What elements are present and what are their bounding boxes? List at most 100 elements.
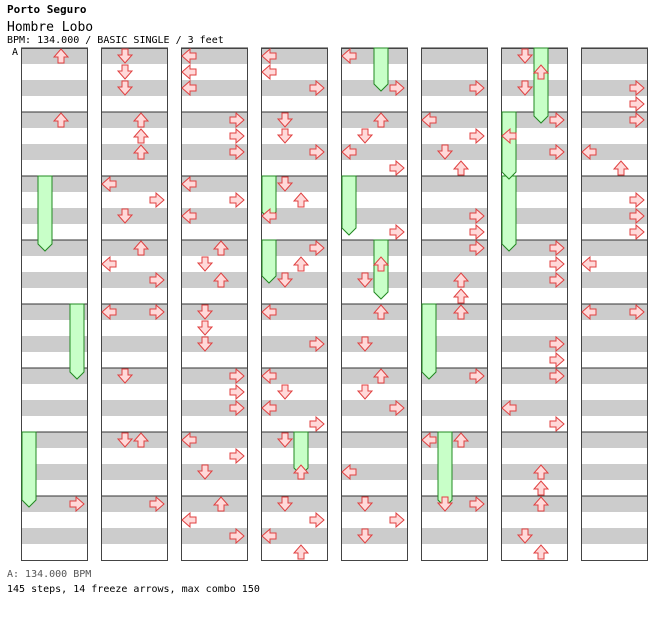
freeze-arrow [421, 303, 437, 380]
right-arrow [629, 303, 645, 321]
beat-stripe [341, 528, 408, 544]
column-border [181, 48, 248, 561]
beat-stripe [501, 304, 568, 320]
beat-stripe [101, 496, 168, 512]
left-arrow [261, 399, 277, 417]
beat-stripe [421, 48, 488, 64]
right-arrow [469, 223, 485, 241]
left-arrow [261, 47, 277, 65]
up-arrow [532, 464, 550, 480]
bpm-summary: A: 134.000 BPM [7, 569, 92, 580]
left-arrow [181, 431, 197, 449]
beat-stripe [501, 432, 568, 448]
down-arrow [276, 432, 294, 448]
beat-stripe [421, 144, 488, 160]
up-arrow [372, 304, 390, 320]
freeze-arrow [341, 175, 357, 236]
beat-stripe [581, 304, 648, 320]
freeze-arrow [501, 111, 517, 180]
right-arrow [229, 527, 245, 545]
right-arrow [309, 143, 325, 161]
up-arrow [452, 288, 470, 304]
left-arrow [581, 255, 597, 273]
up-arrow [532, 496, 550, 512]
up-arrow [212, 240, 230, 256]
chart-column [341, 47, 408, 561]
left-arrow [181, 511, 197, 529]
beat-stripe [101, 304, 168, 320]
beat-stripe [581, 272, 648, 288]
right-arrow [309, 79, 325, 97]
beat-stripe [501, 272, 568, 288]
up-arrow [452, 160, 470, 176]
down-arrow [196, 320, 214, 336]
beat-stripe [261, 144, 328, 160]
left-arrow [101, 175, 117, 193]
right-arrow [389, 159, 405, 177]
chart-column [101, 47, 168, 561]
left-arrow [261, 63, 277, 81]
down-arrow [196, 304, 214, 320]
beat-stripe [581, 496, 648, 512]
beat-stripe [501, 144, 568, 160]
column-border [581, 48, 648, 561]
right-arrow [389, 399, 405, 417]
beat-stripe [421, 176, 488, 192]
up-arrow [452, 432, 470, 448]
right-arrow [629, 207, 645, 225]
right-arrow [309, 335, 325, 353]
beat-stripe [501, 176, 568, 192]
left-arrow [101, 303, 117, 321]
right-arrow [629, 191, 645, 209]
right-arrow [229, 143, 245, 161]
beat-stripe [21, 144, 88, 160]
beat-stripe [581, 144, 648, 160]
beat-stripe [341, 400, 408, 416]
left-arrow [261, 367, 277, 385]
right-arrow [549, 415, 565, 433]
right-arrow [629, 223, 645, 241]
right-arrow [229, 111, 245, 129]
beat-stripe [181, 432, 248, 448]
beat-stripe [101, 368, 168, 384]
right-arrow [69, 495, 85, 513]
beat-stripe [581, 464, 648, 480]
up-arrow [212, 496, 230, 512]
beat-stripe [341, 80, 408, 96]
left-arrow [181, 175, 197, 193]
up-arrow [532, 64, 550, 80]
right-arrow [229, 447, 245, 465]
up-arrow [372, 112, 390, 128]
up-arrow [532, 544, 550, 560]
down-arrow [116, 80, 134, 96]
beat-stripe [421, 240, 488, 256]
beat-stripe [581, 112, 648, 128]
right-arrow [389, 511, 405, 529]
down-arrow [356, 528, 374, 544]
right-arrow [549, 239, 565, 257]
freeze-arrow [501, 175, 517, 252]
up-arrow [132, 128, 150, 144]
left-arrow [261, 527, 277, 545]
right-arrow [469, 79, 485, 97]
beat-stripe [501, 368, 568, 384]
freeze-arrow [373, 47, 389, 92]
right-arrow [229, 127, 245, 145]
beat-stripe [181, 368, 248, 384]
beat-stripe [341, 144, 408, 160]
beat-stripe [101, 464, 168, 480]
down-arrow [276, 112, 294, 128]
beat-stripe [501, 336, 568, 352]
freeze-arrow [69, 303, 85, 380]
down-arrow [116, 368, 134, 384]
left-arrow [181, 47, 197, 65]
down-arrow [196, 336, 214, 352]
freeze-arrow [533, 47, 549, 124]
beat-stripe [581, 80, 648, 96]
down-arrow [196, 256, 214, 272]
left-arrow [341, 143, 357, 161]
beat-stripe [261, 304, 328, 320]
left-arrow [581, 303, 597, 321]
beat-stripe [101, 48, 168, 64]
